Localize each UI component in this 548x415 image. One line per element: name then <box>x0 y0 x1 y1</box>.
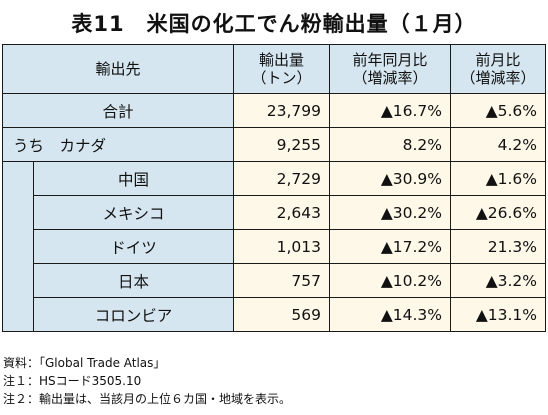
indent-cell <box>2 263 34 298</box>
cell-mom: 4.2% <box>450 127 547 162</box>
row-label: メキシコ <box>32 195 235 230</box>
cell-volume: 2,643 <box>233 195 331 230</box>
cell-yoy: ▲30.9% <box>329 161 452 196</box>
header-yoy: 前年同月比 （増減率） <box>329 44 452 94</box>
header-volume: 輸出量 （トン） <box>233 44 331 94</box>
export-table: 輸出先 輸出量 （トン） 前年同月比 （増減率） 前月比 （増減率） 合計 23,79… <box>1 44 547 332</box>
cell-yoy: ▲10.2% <box>329 263 452 298</box>
cell-mom: ▲13.1% <box>450 297 547 332</box>
row-label: コロンビア <box>32 297 235 332</box>
footnote-2: 注２：輸出量は、当該月の上位６カ国・地域を表示。 <box>3 392 292 406</box>
header-mom: 前月比 （増減率） <box>450 44 547 94</box>
table-row-total: 合計 23,799 ▲16.7% ▲5.6% <box>1 93 547 128</box>
cell-mom: ▲3.2% <box>450 263 547 298</box>
table-row: メキシコ 2,643 ▲30.2% ▲26.6% <box>2 195 547 230</box>
row-label: 合計 <box>1 93 235 128</box>
indent-cell <box>2 297 34 332</box>
row-label: 日本 <box>32 263 235 298</box>
indent-cell <box>2 161 34 196</box>
cell-volume: 23,799 <box>233 93 331 128</box>
table-row: 中国 2,729 ▲30.9% ▲1.6% <box>2 161 547 196</box>
cell-yoy: ▲30.2% <box>329 195 452 230</box>
table-title: 表11 米国の化工でん粉輸出量（１月） <box>71 12 477 36</box>
header-row: 輸出先 輸出量 （トン） 前年同月比 （増減率） 前月比 （増減率） <box>1 44 547 94</box>
cell-volume: 569 <box>233 297 331 332</box>
footnotes: 資料：「Global Trade Atlas」 注１：HSコード3505.10 … <box>3 354 291 408</box>
row-label: ドイツ <box>32 229 235 264</box>
cell-mom: ▲26.6% <box>450 195 547 230</box>
cell-yoy: ▲14.3% <box>329 297 452 332</box>
row-label: 中国 <box>32 161 235 196</box>
row-label: うち カナダ <box>1 127 235 162</box>
table-row: 日本 757 ▲10.2% ▲3.2% <box>2 263 547 298</box>
cell-volume: 757 <box>233 263 331 298</box>
cell-volume: 2,729 <box>233 161 331 196</box>
source-note: 資料：「Global Trade Atlas」 <box>3 356 166 370</box>
cell-volume: 9,255 <box>233 127 331 162</box>
cell-mom: ▲1.6% <box>450 161 547 196</box>
cell-mom: 21.3% <box>450 229 547 264</box>
footnote-1: 注１：HSコード3505.10 <box>3 374 142 388</box>
cell-yoy: ▲17.2% <box>329 229 452 264</box>
cell-yoy: ▲16.7% <box>329 93 452 128</box>
indent-cell <box>2 229 34 264</box>
table-row: うち カナダ 9,255 8.2% 4.2% <box>1 127 547 162</box>
table-row: コロンビア 569 ▲14.3% ▲13.1% <box>2 297 547 332</box>
cell-volume: 1,013 <box>233 229 331 264</box>
header-destination: 輸出先 <box>1 44 235 94</box>
cell-mom: ▲5.6% <box>450 93 547 128</box>
cell-yoy: 8.2% <box>329 127 452 162</box>
table-row: ドイツ 1,013 ▲17.2% 21.3% <box>2 229 547 264</box>
indent-cell <box>2 195 34 230</box>
